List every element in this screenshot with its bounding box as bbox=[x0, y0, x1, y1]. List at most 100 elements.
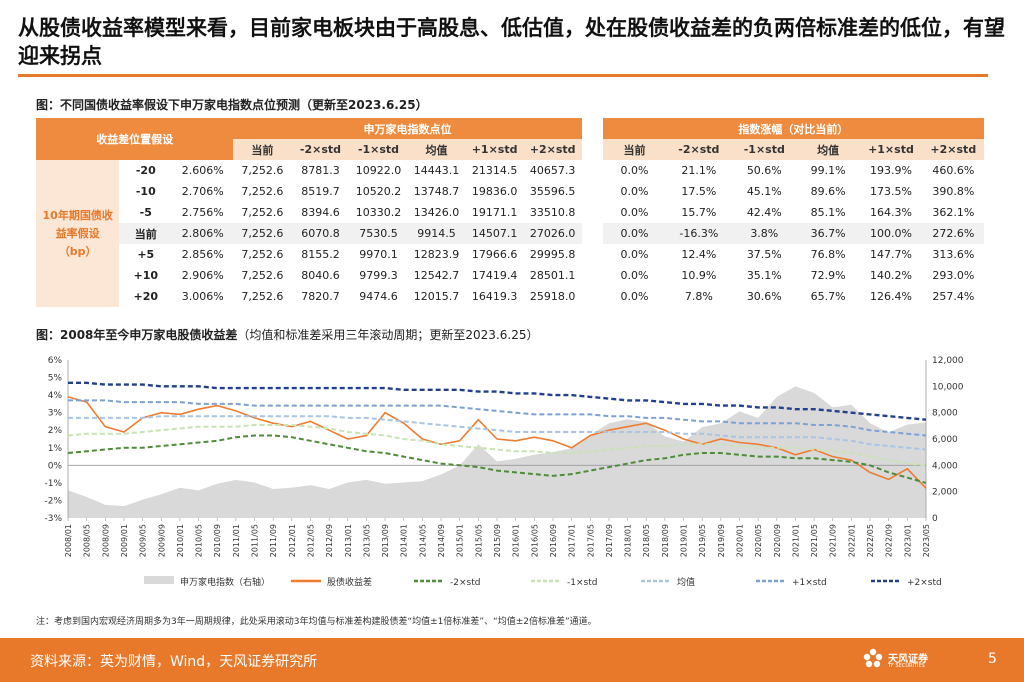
table-cell: 0.0% bbox=[620, 206, 649, 219]
index-area bbox=[68, 386, 926, 518]
x-tick-label: 2008/01 bbox=[64, 524, 73, 557]
x-tick-label: 2011/01 bbox=[232, 524, 241, 557]
table-cell: 10330.2 bbox=[355, 206, 402, 219]
table-cell: 13748.7 bbox=[413, 185, 460, 198]
table-cell: 390.8% bbox=[932, 185, 975, 198]
x-tick-label: 2016/05 bbox=[530, 524, 539, 557]
table-cell: 9914.5 bbox=[407, 223, 466, 244]
table-cell: 76.8% bbox=[810, 248, 846, 261]
y-left-tick-label: -3% bbox=[44, 514, 62, 524]
table-cell: 12542.7 bbox=[413, 269, 460, 282]
table-cell: 2.756% bbox=[181, 206, 224, 219]
legend-swatch bbox=[144, 576, 174, 584]
sub-header: 均值 bbox=[797, 139, 860, 160]
chart-caption: 图：2008年至今申万家电股债收益差（均值和标准差采用三年滚动周期；更新至202… bbox=[36, 326, 538, 343]
x-tick-label: 2017/01 bbox=[568, 524, 577, 557]
legend-label: -1×std bbox=[567, 578, 597, 588]
table-caption: 图：不同国债收益率假设下申万家电指数点位预测（更新至2023.6.25） bbox=[36, 98, 428, 112]
table-cell: 7,252.6 bbox=[233, 223, 292, 244]
x-tick-label: 2010/05 bbox=[195, 524, 204, 557]
y-right-tick-label: 0 bbox=[932, 514, 938, 524]
table-cell: -10 bbox=[135, 185, 156, 198]
table-cell: 164.3% bbox=[869, 206, 912, 219]
table-cell: 16419.3 bbox=[471, 290, 518, 303]
table-cell: 19836.0 bbox=[471, 185, 518, 198]
table-cell: 10922.0 bbox=[355, 164, 402, 177]
table-cell: 72.9% bbox=[810, 269, 846, 282]
table-cell: 37.5% bbox=[746, 248, 782, 261]
table-row: -10 2.706% 7,252.6 8519.7 10520.2 13748.7 1983… bbox=[36, 181, 984, 202]
table-cell: 3.006% bbox=[181, 290, 224, 303]
table-cell: 9970.1 bbox=[359, 248, 398, 261]
x-tick-label: 2012/05 bbox=[306, 524, 315, 557]
x-tick-label: 2011/09 bbox=[269, 524, 278, 557]
x-tick-label: 2009/01 bbox=[120, 524, 129, 557]
table-cell: 293.0% bbox=[932, 269, 975, 282]
table-cell: 14507.1 bbox=[465, 223, 524, 244]
x-tick-label: 2018/09 bbox=[661, 524, 670, 557]
y-left-tick-label: 1% bbox=[48, 444, 63, 454]
table-cell: 14443.1 bbox=[413, 164, 460, 177]
x-tick-label: 2019/09 bbox=[717, 524, 726, 557]
table-gap bbox=[581, 118, 603, 307]
sub-header: 均值 bbox=[407, 139, 466, 160]
table-cell: -20 bbox=[135, 164, 156, 177]
x-tick-label: 2023/05 bbox=[922, 524, 931, 557]
table-cell: 7,252.6 bbox=[241, 290, 284, 303]
table-cell: 7820.7 bbox=[301, 290, 340, 303]
table-cell: 0.0% bbox=[620, 269, 649, 282]
x-tick-label: 2016/09 bbox=[549, 524, 558, 557]
x-tick-label: 2017/05 bbox=[586, 524, 595, 557]
side-label-line: （bp） bbox=[58, 244, 97, 258]
table-cell: 33510.8 bbox=[529, 206, 576, 219]
table-cell: 2.706% bbox=[181, 185, 224, 198]
x-tick-label: 2020/09 bbox=[773, 524, 782, 557]
table-cell: 12.4% bbox=[681, 248, 717, 261]
table-cell: 257.4% bbox=[932, 290, 975, 303]
x-tick-label: 2023/01 bbox=[903, 524, 912, 557]
side-label: 10年期国债收 益率假设 （bp） bbox=[36, 160, 120, 307]
legend-label: 均值 bbox=[677, 576, 695, 588]
table-cell: 99.1% bbox=[810, 164, 846, 177]
header-index-change: 指数涨幅（对比当前） bbox=[602, 118, 984, 139]
x-tick-label: 2021/09 bbox=[829, 524, 838, 557]
table-cell: 2.906% bbox=[181, 269, 224, 282]
x-tick-label: 2013/05 bbox=[362, 524, 371, 557]
spread-chart-svg: 6% 5% 4% 3% 2% 1% 0% -1% -2% -3% 12,000 10,000 8,000… bbox=[44, 356, 963, 588]
x-tick-label: 2008/05 bbox=[83, 524, 92, 557]
table-cell: 313.6% bbox=[932, 248, 975, 261]
table-cell: 8519.7 bbox=[301, 185, 340, 198]
x-tick-label: 2014/01 bbox=[400, 524, 409, 557]
x-tick-label: 2014/05 bbox=[418, 524, 427, 557]
table-cell: 8155.2 bbox=[301, 248, 340, 261]
series-line bbox=[67, 434, 927, 484]
table-cell: 27026.0 bbox=[523, 223, 582, 244]
table-cell: 362.1% bbox=[932, 206, 975, 219]
y-left-tick-label: 4% bbox=[48, 391, 63, 401]
table-cell: 272.6% bbox=[922, 223, 984, 244]
legend-label: +2×std bbox=[907, 578, 942, 588]
x-tick-label: 2008/09 bbox=[101, 524, 110, 557]
legend-label: 股债收益差 bbox=[327, 576, 372, 588]
table-cell: -16.3% bbox=[666, 223, 732, 244]
table-cell: 17.5% bbox=[681, 185, 717, 198]
y-right-tick-label: 6,000 bbox=[932, 435, 958, 445]
tf-securities-logo: 天风证券 TF SECURITIES bbox=[862, 647, 942, 675]
table-cell: 42.4% bbox=[746, 206, 782, 219]
table-cell: 9474.6 bbox=[359, 290, 398, 303]
x-tick-label: 2019/01 bbox=[680, 524, 689, 557]
table-cell: 12015.7 bbox=[413, 290, 460, 303]
table-cell: 13426.0 bbox=[413, 206, 460, 219]
y-left-tick-label: 2% bbox=[48, 426, 63, 436]
table-cell: 8394.6 bbox=[301, 206, 340, 219]
legend-label: +1×std bbox=[792, 578, 827, 588]
x-tick-label: 2009/09 bbox=[157, 524, 166, 557]
x-tick-label: 2012/09 bbox=[325, 524, 334, 557]
footnote: 注：考虑到国内宏观经济周期多为3年一周期规律，此处采用滚动3年均值与标准差构建股… bbox=[36, 617, 597, 627]
table-cell: 21.1% bbox=[681, 164, 717, 177]
table-cell: 89.6% bbox=[810, 185, 846, 198]
table-row: -5 2.756% 7,252.6 8394.6 10330.2 13426.0 19171… bbox=[36, 202, 984, 223]
x-tick-label: 2022/01 bbox=[847, 524, 856, 557]
table-cell: 17419.4 bbox=[471, 269, 518, 282]
sub-header: +1×std bbox=[465, 139, 524, 160]
